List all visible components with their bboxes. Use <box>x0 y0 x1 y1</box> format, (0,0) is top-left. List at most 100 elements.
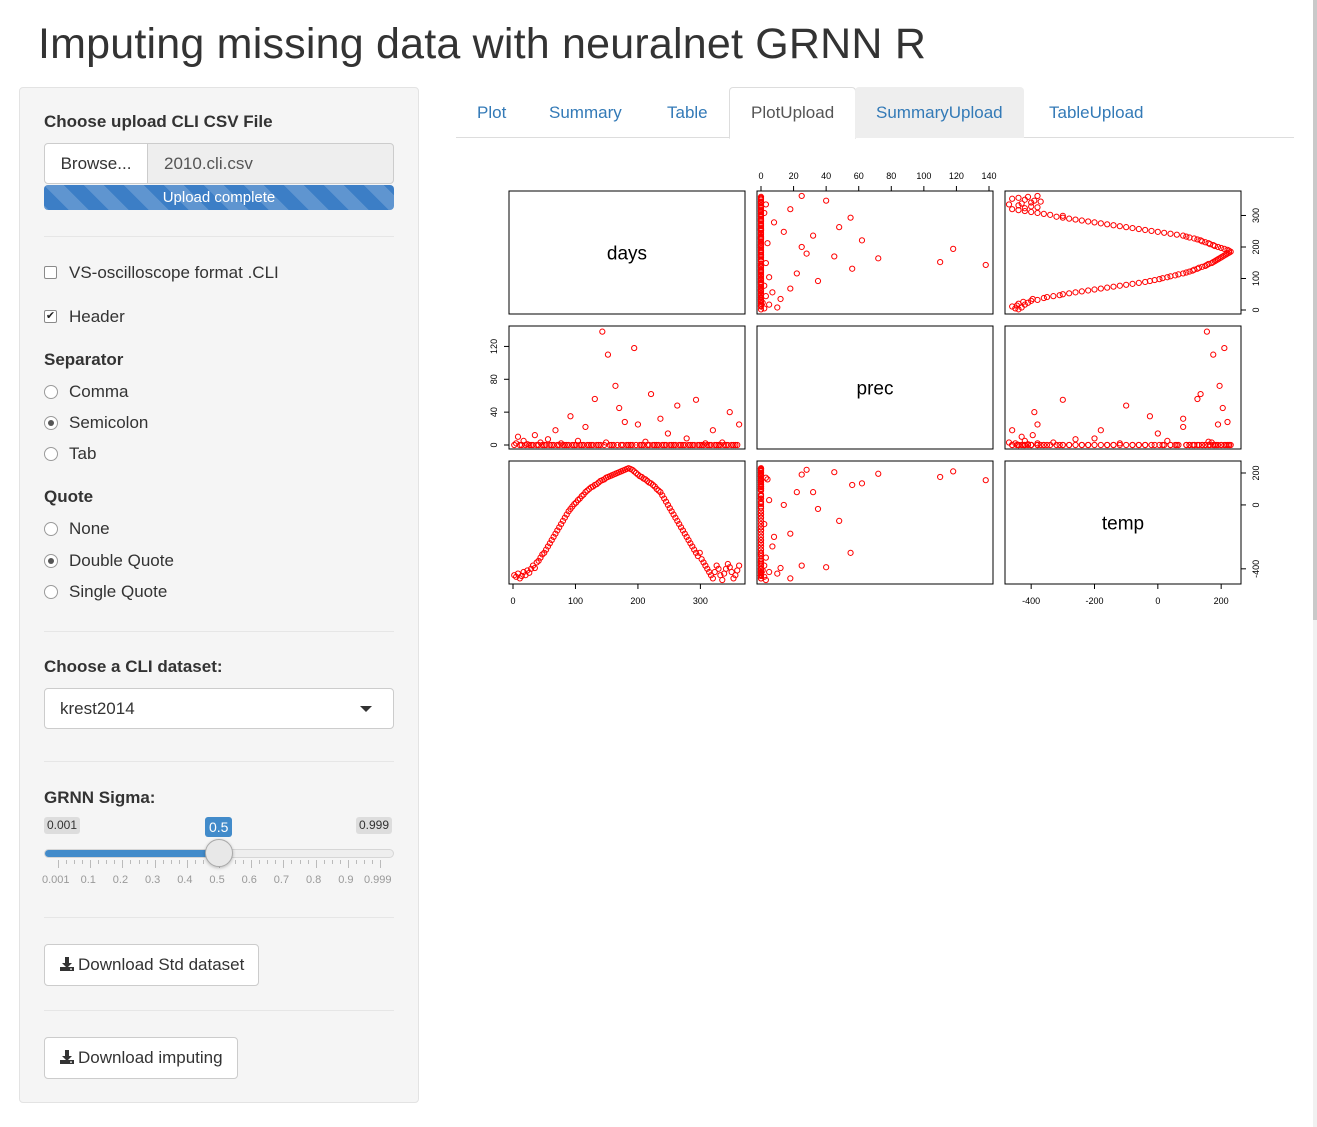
data-point <box>1142 441 1149 449</box>
data-point <box>1104 284 1111 291</box>
dataset-select[interactable]: krest2014 <box>44 688 394 729</box>
tick-label: 0 <box>489 442 499 447</box>
data-point <box>766 274 773 281</box>
tick-label: 40 <box>821 171 831 181</box>
data-point <box>836 517 843 525</box>
dataset-selected-value: krest2014 <box>60 699 135 718</box>
tab-summary[interactable]: Summary <box>549 103 622 122</box>
data-point <box>1015 202 1022 209</box>
data-point <box>777 564 784 572</box>
data-point <box>642 476 649 483</box>
page-scrollbar[interactable] <box>1313 0 1317 1127</box>
data-point <box>702 562 709 569</box>
data-point <box>1180 270 1187 277</box>
header-checkbox[interactable]: ✔ <box>44 310 57 323</box>
data-point <box>1110 222 1117 229</box>
panel-frame <box>756 325 994 450</box>
data-point <box>777 295 784 303</box>
slider-tick-label: 0.9 <box>338 874 354 886</box>
slider-tick <box>82 860 84 864</box>
data-point <box>761 573 768 580</box>
data-point <box>711 568 718 576</box>
data-point <box>1224 441 1231 449</box>
file-name-field: 2010.cli.csv <box>147 143 394 184</box>
data-point <box>631 344 638 352</box>
tab-tableupload[interactable]: TableUpload <box>1049 103 1144 122</box>
data-point <box>1123 224 1130 231</box>
data-point <box>757 505 765 512</box>
page-scrollbar-thumb[interactable] <box>1313 0 1317 620</box>
slider-value-badge: 0.5 <box>205 817 233 837</box>
data-point <box>668 441 675 449</box>
data-point <box>1085 441 1092 449</box>
data-point <box>798 562 805 569</box>
slider-tick-label: 0.7 <box>273 874 290 886</box>
slider-tick <box>323 860 325 864</box>
data-point <box>659 441 666 449</box>
data-point <box>1180 423 1187 431</box>
data-point <box>1059 291 1066 298</box>
data-point <box>736 562 743 569</box>
separator-radio[interactable] <box>44 447 58 461</box>
data-point <box>674 517 681 525</box>
slider-tick <box>267 860 269 864</box>
data-point <box>552 427 559 434</box>
tick-label: 100 <box>1251 271 1261 286</box>
chevron-down-icon <box>360 706 372 712</box>
browse-button[interactable]: Browse... <box>44 143 148 184</box>
download-icon <box>60 1050 74 1064</box>
data-point <box>1028 208 1035 216</box>
quote-radio[interactable] <box>44 553 58 568</box>
data-point <box>757 567 765 574</box>
tab-table[interactable]: Table <box>667 103 708 122</box>
separator-radio[interactable] <box>44 416 58 430</box>
slider-min-badge: 0.001 <box>44 817 81 834</box>
data-point <box>757 546 765 553</box>
slider-tick <box>339 860 341 864</box>
data-point <box>847 214 854 221</box>
quote-radio[interactable] <box>44 585 58 599</box>
data-point <box>574 497 582 504</box>
tab-plotupload[interactable]: PlotUpload <box>729 87 857 139</box>
data-point <box>787 206 794 213</box>
tab-plot[interactable]: Plot <box>477 103 507 122</box>
tick-label: 300 <box>693 596 708 606</box>
slider-tick <box>90 860 92 868</box>
data-point <box>1205 438 1212 445</box>
vs-format-checkbox[interactable] <box>44 266 57 279</box>
slider-tick-label: 0.2 <box>112 874 129 886</box>
data-point <box>511 572 518 579</box>
data-point <box>550 533 557 540</box>
data-point <box>513 573 520 580</box>
data-point <box>766 301 773 308</box>
data-point <box>1146 413 1154 420</box>
data-point <box>1059 214 1066 221</box>
data-point <box>1110 441 1117 449</box>
tick-label: 0 <box>1251 502 1261 507</box>
data-point <box>1097 441 1104 449</box>
tab-summaryupload[interactable]: SummaryUpload <box>855 87 1024 138</box>
upload-progress-bar: Upload complete <box>44 185 394 210</box>
slider-fill <box>45 850 219 857</box>
slider-tick <box>138 860 140 864</box>
slider-tick <box>307 860 309 864</box>
data-point <box>1180 232 1187 239</box>
separator-option-label: Semicolon <box>69 413 149 432</box>
data-point <box>1214 421 1222 428</box>
quote-radio[interactable] <box>44 522 58 536</box>
panel-frame <box>508 325 746 450</box>
separator-radio[interactable] <box>44 385 58 399</box>
download-std-button[interactable]: Download Std dataset <box>44 944 260 986</box>
slider-handle[interactable] <box>205 839 233 867</box>
data-point <box>757 479 765 486</box>
data-point <box>1218 441 1225 449</box>
data-point <box>858 480 866 487</box>
slider-tick <box>130 860 132 864</box>
data-point <box>761 520 768 528</box>
download-imputing-button[interactable]: Download imputing <box>44 1037 238 1079</box>
data-point <box>604 351 612 358</box>
data-point <box>526 441 533 449</box>
data-point <box>757 514 765 521</box>
panel-frame <box>508 460 746 585</box>
data-point <box>1148 227 1155 235</box>
